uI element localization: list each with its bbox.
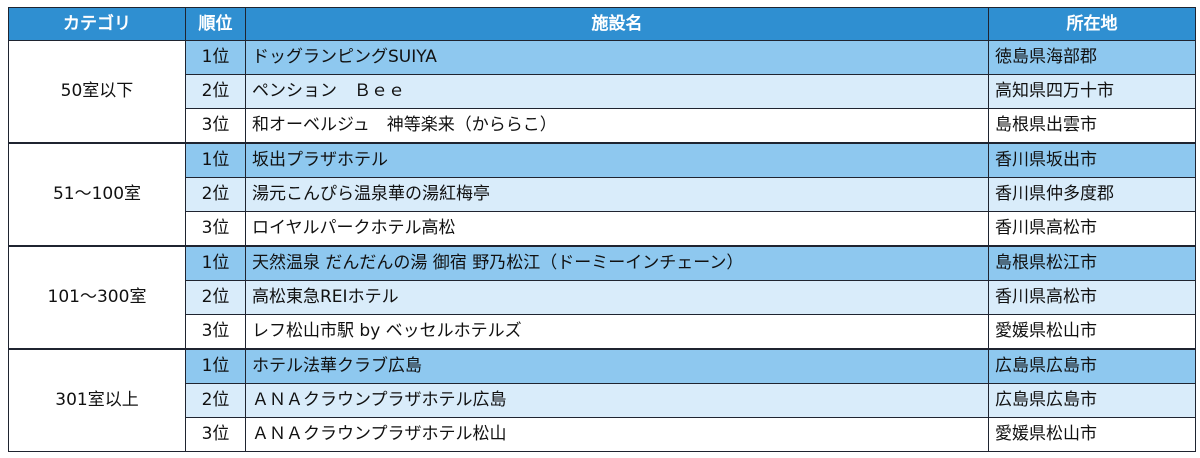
header-location: 所在地 [988,7,1196,41]
rank-cell: 3位 [185,108,246,144]
header-row: カテゴリ 順位 施設名 所在地 [8,7,1196,41]
location-cell: 島根県松江市 [988,245,1196,281]
location-cell: 香川県仲多度郡 [988,177,1196,212]
facility-cell: 湯元こんぴら温泉華の湯紅梅亭 [245,177,989,212]
table-row: 2位 高松東急REIホテル 香川県高松市 [9,280,1196,315]
location-cell: 愛媛県松山市 [988,417,1196,452]
location-cell: 香川県坂出市 [988,142,1196,178]
facility-cell: 高松東急REIホテル [245,280,989,315]
table-row: 3位 ＡＮＡクラウンプラザホテル松山 愛媛県松山市 [9,417,1196,452]
facility-cell: ドッグランピングSUIYA [245,40,989,75]
location-cell: 徳島県海部郡 [988,40,1196,75]
ranking-table: カテゴリ 順位 施設名 所在地 50室以下 1位 ドッグランピングSUIYA 徳… [8,7,1196,452]
location-cell: 香川県高松市 [988,211,1196,247]
location-cell: 愛媛県松山市 [988,314,1196,350]
location-cell: 香川県高松市 [988,280,1196,315]
rank-cell: 2位 [185,280,246,315]
category-cell: 101～300室 [8,245,186,350]
table-row: 2位 ＡＮＡクラウンプラザホテル広島 広島県広島市 [9,383,1196,418]
rank-cell: 2位 [185,74,246,109]
rank-cell: 2位 [185,383,246,418]
table-row: 2位 ペンション Ｂｅｅ 高知県四万十市 [9,74,1196,109]
facility-cell: ロイヤルパークホテル高松 [245,211,989,247]
rank-cell: 1位 [185,348,246,384]
category-cell: 51～100室 [8,142,186,247]
category-cell: 50室以下 [8,40,186,144]
ranking-table-container: カテゴリ 順位 施設名 所在地 50室以下 1位 ドッグランピングSUIYA 徳… [8,7,1196,452]
location-cell: 広島県広島市 [988,348,1196,384]
table-row: 50室以下 1位 ドッグランピングSUIYA 徳島県海部郡 [8,40,1196,144]
facility-cell: 天然温泉 だんだんの湯 御宿 野乃松江（ドーミーインチェーン） [245,245,989,281]
table-row: 3位 和オーベルジュ 神等楽来（かららこ） 島根県出雲市 [9,108,1196,144]
facility-cell: ＡＮＡクラウンプラザホテル広島 [245,383,989,418]
rank-cell: 1位 [185,40,246,75]
facility-cell: 坂出プラザホテル [245,142,989,178]
rank-cell: 2位 [185,177,246,212]
table-row: 3位 レフ松山市駅 by ベッセルホテルズ 愛媛県松山市 [9,314,1196,350]
category-cell: 301室以上 [8,348,186,452]
facility-cell: ホテル法華クラブ広島 [245,348,989,384]
location-cell: 島根県出雲市 [988,108,1196,144]
location-cell: 高知県四万十市 [988,74,1196,109]
rank-cell: 3位 [185,314,246,350]
table-row: 101～300室 1位 天然温泉 だんだんの湯 御宿 野乃松江（ドーミーインチェ… [8,245,1196,350]
rank-cell: 1位 [185,245,246,281]
header-category: カテゴリ [8,7,186,41]
table-row: 301室以上 1位 ホテル法華クラブ広島 広島県広島市 [8,348,1196,452]
rank-cell: 3位 [185,417,246,452]
table-row: 2位 湯元こんぴら温泉華の湯紅梅亭 香川県仲多度郡 [9,177,1196,212]
rank-cell: 3位 [185,211,246,247]
facility-cell: レフ松山市駅 by ベッセルホテルズ [245,314,989,350]
header-rank: 順位 [185,7,246,41]
facility-cell: 和オーベルジュ 神等楽来（かららこ） [245,108,989,144]
facility-cell: ペンション Ｂｅｅ [245,74,989,109]
facility-cell: ＡＮＡクラウンプラザホテル松山 [245,417,989,452]
table-row: 51～100室 1位 坂出プラザホテル 香川県坂出市 [8,142,1196,247]
rank-cell: 1位 [185,142,246,178]
header-facility: 施設名 [245,7,989,41]
location-cell: 広島県広島市 [988,383,1196,418]
table-row: 3位 ロイヤルパークホテル高松 香川県高松市 [9,211,1196,247]
